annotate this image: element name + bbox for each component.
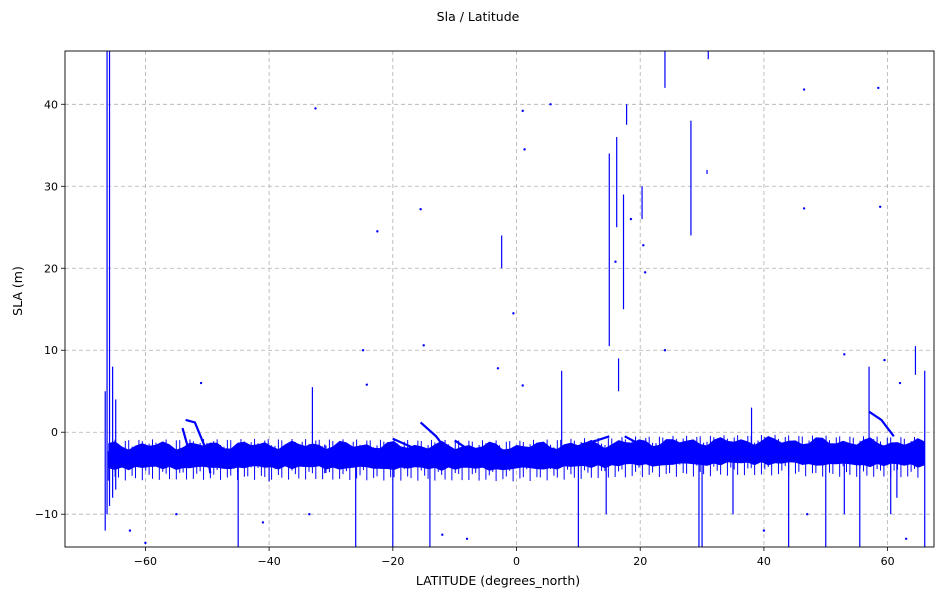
data-point — [365, 383, 369, 386]
data-point — [523, 148, 526, 151]
grid — [65, 51, 934, 547]
x-tick-label: 60 — [881, 555, 895, 568]
data-point — [144, 541, 147, 545]
data-point — [762, 529, 766, 532]
data-arc — [454, 439, 487, 462]
data-point — [629, 217, 633, 221]
y-tick-label: 40 — [44, 98, 58, 111]
data-point — [802, 207, 806, 210]
data-point — [175, 513, 178, 516]
data-point — [904, 537, 908, 541]
data-point — [521, 384, 524, 387]
x-axis-label: LATITUDE (degrees_north) — [416, 573, 580, 588]
data-point — [422, 344, 425, 347]
chart-title: Sla / Latitude — [437, 9, 520, 24]
x-tick-label: 0 — [513, 555, 520, 568]
data-point — [314, 107, 317, 110]
data-point — [877, 86, 880, 90]
y-tick-label: 0 — [51, 426, 58, 439]
data-arc — [392, 437, 412, 449]
data-point — [512, 312, 515, 315]
x-tick-label: 20 — [633, 555, 647, 568]
data-point — [802, 88, 806, 91]
x-tick-label: 40 — [757, 555, 771, 568]
data-point — [642, 244, 645, 247]
data-point — [441, 533, 444, 536]
data-arc — [581, 435, 610, 446]
data-point — [614, 260, 617, 263]
x-tick-label: −60 — [134, 555, 157, 568]
data-point — [199, 381, 203, 385]
data-point — [419, 208, 422, 211]
y-tick-label: 20 — [44, 262, 58, 275]
data-point — [878, 205, 882, 208]
data-arc — [624, 435, 641, 446]
data-point — [361, 349, 365, 352]
data-arc — [868, 410, 895, 437]
data-point — [898, 381, 902, 385]
data-point — [883, 358, 886, 362]
data-arc — [185, 418, 212, 474]
data-point — [549, 103, 552, 106]
y-axis-label: SLA (m) — [10, 266, 25, 316]
data-point — [843, 353, 846, 356]
plot-frame — [64, 50, 935, 548]
data-point — [521, 109, 524, 113]
data-point — [643, 271, 647, 274]
y-tick-label: 30 — [44, 180, 58, 193]
data-point — [496, 367, 500, 370]
data-point — [806, 513, 809, 516]
data-arc — [181, 427, 193, 462]
data-layer — [104, 51, 926, 547]
data-point — [128, 529, 132, 532]
data-point — [261, 521, 265, 524]
data-point — [465, 537, 469, 541]
y-tick-label: 10 — [44, 344, 58, 357]
x-tick-label: −40 — [257, 555, 280, 568]
data-arc — [419, 421, 450, 454]
data-point — [308, 513, 311, 516]
axis-ticks: −60 −40 −20 0 20 40 60 −10 0 10 20 30 40 — [35, 98, 895, 568]
data-point — [663, 349, 667, 352]
x-tick-label: −20 — [381, 555, 404, 568]
data-point — [376, 230, 379, 233]
y-tick-label: −10 — [35, 508, 58, 521]
